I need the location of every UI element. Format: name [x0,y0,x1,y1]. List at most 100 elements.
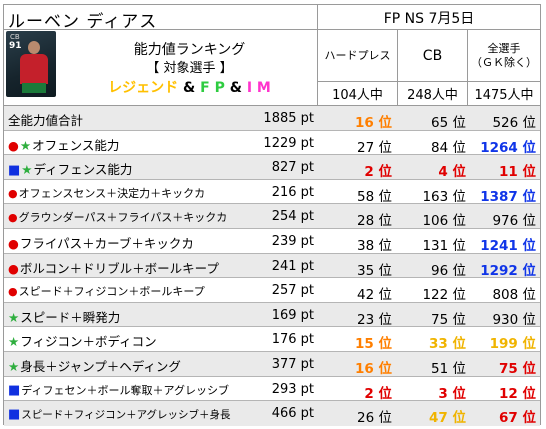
mode-date: FP NS 7月5日 [383,11,475,27]
stat-points: 293 pt [271,381,314,397]
rank-hardpress: 58 位 [357,188,392,205]
ranking-title: 能力値ランキング 【 対象選手 】 レジェンド & F P & I M [62,40,317,98]
stat-points: 257 pt [271,283,314,299]
offense-dot-icon: ● [8,285,18,299]
table-row: ★スピード＋瞬発力 169 pt 23 位 75 位 930 位 [4,302,540,328]
stat-points: 176 pt [271,332,314,348]
offense-dot-icon: ● [8,211,18,225]
star-icon: ★ [8,358,20,374]
rank-hardpress: 2 位 [364,385,392,402]
stat-label: ●オフェンスセンス＋決定力＋キックカ [8,185,205,201]
legend-label: レジェンド [108,80,179,96]
star-icon: ★ [8,309,20,325]
table-row: ★フィジコン＋ボディコン 176 pt 15 位 33 位 199 位 [4,327,540,352]
count-all: 1475人中 [474,88,534,103]
stat-label: ★身長＋ジャンプ＋ヘディング [8,356,181,375]
table-row: ●オフェンスセンス＋決定力＋キックカ 216 pt 58 位 163 位 1387 位 [4,179,540,205]
rank-hardpress: 16 位 [355,115,392,131]
rank-hardpress: 16 位 [355,360,392,377]
stat-label: ■ディフェセン＋ボール奪取＋アグレッシブ [8,382,229,398]
column-header: CB 91 能力値ランキング 【 対象選手 】 レジェンド & F P & I … [4,30,540,106]
stat-points: 466 pt [271,406,314,422]
stat-points: 827 pt [271,160,314,176]
rank-cb: 122 位 [422,287,466,304]
table-row: ★身長＋ジャンプ＋ヘディング 377 pt 16 位 51 位 75 位 [4,351,540,377]
stat-points: 241 pt [271,258,314,274]
table-row: ■ディフェセン＋ボール奪取＋アグレッシブ 293 pt 2 位 3 位 12 位 [4,376,540,402]
rank-all: 67 位 [499,410,536,427]
column-all-players: 全選手 （ＧＫ除く） [471,41,537,69]
stat-label: ★フィジコン＋ボディコン [8,331,157,350]
stat-label: ●ボルコン＋ドリブル＋ボールキープ [8,258,219,277]
stat-points: 1229 pt [263,135,314,151]
divider [317,5,318,30]
rank-hardpress: 28 位 [357,213,392,230]
defense-square-icon: ■ [8,407,21,423]
title-line2: 【 対象選手 】 [146,61,233,76]
stat-label: ●グラウンダーパス＋フライパス＋キックカ [8,209,227,225]
divider [397,30,398,106]
stat-label: ●フライパス＋カーブ＋キックカ [8,233,194,252]
rank-hardpress: 26 位 [357,410,392,427]
rank-cb: 4 位 [438,164,466,181]
rank-cb: 65 位 [431,115,466,131]
rank-cb: 163 位 [422,188,466,205]
card-position: CB [10,33,20,41]
stat-label-text: スピード＋フィジコン＋アグレッシブ＋身長 [21,409,231,422]
count-hardpress: 104人中 [332,88,383,103]
count-cb: 248人中 [407,88,458,103]
stat-label: ●スピード＋フィジコン＋ボールキープ [8,283,205,299]
offense-dot-icon: ● [8,235,19,251]
star-icon: ★ [21,162,33,178]
rank-hardpress: 27 位 [357,139,392,156]
rank-cb: 96 位 [431,262,466,279]
stat-label-text: フライパス＋カーブ＋キックカ [19,235,194,251]
offense-dot-icon: ● [8,137,19,153]
table-row: ■スピード＋フィジコン＋アグレッシブ＋身長 466 pt 26 位 47 位 67 位 [4,401,540,426]
table-row: 全能力値合計 1885 pt 16 位 65 位 526 位 [4,106,540,131]
stat-label-text: ディフェセン＋ボール奪取＋アグレッシブ [21,383,229,397]
rank-cb: 75 位 [431,311,466,328]
defense-square-icon: ■ [8,382,21,398]
title-bar: ルーベン ディアス FP NS 7月5日 [4,5,540,32]
player-avatar [28,41,40,54]
table-row: ■★ディフェンス能力 827 pt 2 位 4 位 11 位 [4,155,540,180]
player-kit-icon [20,54,48,84]
card-rating: 91 [9,41,22,51]
divider [317,30,318,106]
rank-all: 1292 位 [480,262,536,279]
table-row: ●グラウンダーパス＋フライパス＋キックカ 254 pt 28 位 106 位 976 位 [4,204,540,229]
stat-label-text: フィジコン＋ボディコン [20,334,157,350]
player-shorts-icon [22,83,46,93]
offense-dot-icon: ● [8,186,18,200]
stat-label-text: オフェンス能力 [32,137,120,153]
stat-label-text: グラウンダーパス＋フライパス＋キックカ [18,211,228,225]
divider [467,30,468,106]
rank-all: 12 位 [499,385,536,402]
rank-cb: 3 位 [438,385,466,402]
stat-label: ●★オフェンス能力 [8,135,119,154]
stat-label-text: スピード＋フィジコン＋ボールキープ [18,285,205,299]
amp-1: & [183,80,196,96]
star-icon: ★ [19,137,32,153]
rank-cb: 33 位 [429,336,466,353]
rank-cb: 84 位 [431,139,466,156]
rank-hardpress: 42 位 [357,287,392,304]
stat-points: 254 pt [271,209,314,225]
stat-points: 239 pt [271,233,314,249]
offense-dot-icon: ● [8,260,19,276]
im-label: I M [246,80,271,96]
title-line1: 能力値ランキング [133,42,246,58]
title-line3: レジェンド & F P & I M [62,78,317,98]
rank-all: 1387 位 [480,188,536,205]
player-name: ルーベン ディアス [8,12,158,32]
rank-all: 75 位 [499,360,536,377]
amp-2: & [229,80,242,96]
rank-hardpress: 35 位 [357,262,392,279]
stat-points: 377 pt [271,356,314,372]
rank-hardpress: 15 位 [355,336,392,353]
rank-all: 526 位 [492,115,536,131]
table-row: ●★オフェンス能力 1229 pt 27 位 84 位 1264 位 [4,130,540,156]
column-hardpress: ハードプレス [324,48,391,62]
rank-cb: 47 位 [429,410,466,427]
